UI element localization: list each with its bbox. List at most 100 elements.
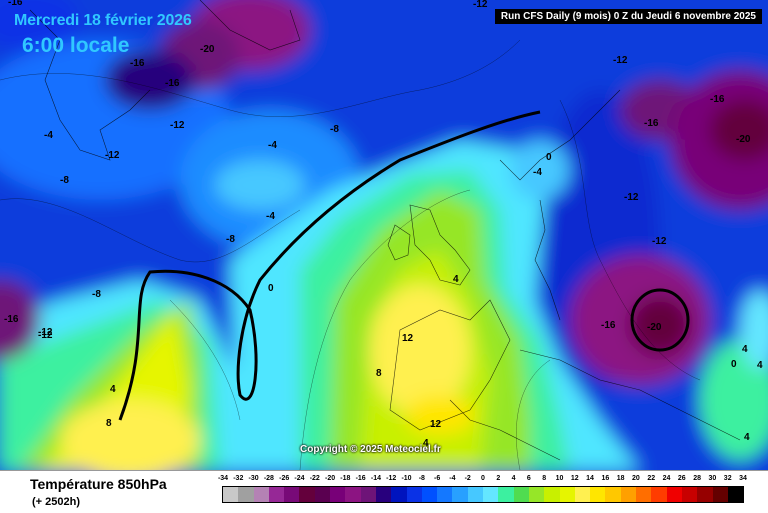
legend-tick-label: -8	[418, 475, 425, 482]
contour-label: 0	[268, 283, 274, 294]
color-legend: -34 -32 -30 -28 -26 -24 -22 -20 -18 -16 -14 -12 -10-…	[218, 475, 747, 503]
contour-label: -4	[266, 211, 275, 222]
contour-label: 12	[430, 419, 442, 430]
legend-swatch	[528, 487, 545, 502]
forecast-lead: (+ 2502h)	[32, 496, 80, 508]
contour-label: -4	[44, 130, 53, 141]
legend-swatch	[620, 487, 637, 502]
legend-tick-label: 32	[723, 475, 732, 482]
legend-swatch	[483, 487, 499, 502]
forecast-date: Mercredi 18 février 2026	[14, 12, 192, 29]
legend-swatch	[375, 487, 392, 502]
legend-swatch	[314, 487, 331, 502]
contour-label: -20	[647, 322, 662, 333]
legend-tick-label: 28	[693, 475, 701, 482]
legend-swatch	[360, 487, 376, 502]
contour-label: -12	[170, 120, 185, 131]
legend-tick-label: 8	[542, 475, 547, 482]
legend-swatch	[574, 487, 591, 502]
legend-swatch	[406, 487, 422, 502]
legend-swatch	[636, 487, 652, 502]
contour-label: 8	[106, 418, 112, 429]
legend-swatch	[727, 487, 744, 502]
contour-label: -20	[200, 44, 215, 55]
contour-label: -16	[8, 0, 23, 8]
contour-label: -8	[60, 175, 69, 186]
legend-tick-label: -26	[279, 475, 290, 482]
contour-label: -12	[613, 55, 628, 66]
legend-tick-label: -34	[217, 475, 229, 482]
legend-swatch	[712, 487, 728, 502]
legend-tick-label: -24	[294, 475, 305, 482]
legend-tick-label: 20	[632, 475, 640, 482]
contour-label: -12	[473, 0, 488, 10]
legend-swatch	[421, 487, 438, 502]
contour-label: -20	[736, 134, 751, 145]
legend-swatch	[590, 487, 606, 502]
legend-tick-label: -20	[324, 475, 336, 482]
legend-tick-label: 12	[570, 475, 579, 482]
contour-label: 4	[453, 274, 459, 285]
legend-tick-label: -6	[433, 475, 441, 482]
legend-tick-label: 18	[616, 475, 625, 482]
contour-label: 4	[742, 344, 748, 355]
map-canvas: -16 -20 -16 -16 -12 -12 -8 -4 -8 -4 -8 0 -8 -16 -12 4 8 1…	[0, 0, 768, 470]
contour-label: -4	[533, 167, 542, 178]
legend-tick-label: 26	[677, 475, 686, 482]
legend-tick-label: 14	[586, 475, 594, 482]
contour-label: -8	[330, 124, 339, 135]
legend-swatch	[605, 487, 621, 502]
contour-label: -8	[92, 289, 101, 300]
contour-label: -4	[268, 140, 277, 151]
parameter-title: Température 850hPa	[30, 476, 167, 492]
legend-tick-label: 22	[647, 475, 656, 482]
contour-label: -16	[165, 78, 180, 89]
legend-swatch	[513, 487, 529, 502]
legend-swatch	[498, 487, 514, 502]
legend-labels: -34 -32 -30 -28 -26 -24 -22 -20 -18 -16 -14 -12 -10-…	[218, 475, 747, 486]
legend-swatch	[452, 487, 468, 502]
legend-tick-label: -12	[386, 475, 397, 482]
coastlines	[29, 0, 741, 461]
contour-label: -8	[226, 234, 235, 245]
legend-tick-label: 16	[601, 475, 610, 482]
footer: Température 850hPa (+ 2502h) -34 -32 -30 -2…	[0, 470, 768, 513]
legend-swatch	[391, 487, 407, 502]
legend-tick-label: -14	[370, 475, 381, 482]
legend-tick-label: 6	[526, 475, 531, 482]
contour-label: 4	[110, 384, 116, 395]
legend-tick-label: -2	[464, 475, 471, 482]
legend-swatch	[559, 487, 575, 502]
legend-tick-label: 4	[511, 475, 516, 482]
legend-tick-label: -10	[401, 475, 412, 482]
legend-tick-label: 0	[481, 475, 485, 482]
contour-label: -16	[601, 320, 616, 331]
legend-swatch	[299, 487, 315, 502]
legend-swatch	[345, 487, 361, 502]
legend-tick-label: -16	[355, 475, 366, 482]
contour-label: 0	[731, 359, 737, 370]
legend-tick-label: 2	[496, 475, 501, 482]
zero-isotherm	[118, 110, 541, 421]
contour-label: 4	[423, 438, 429, 449]
temperature-map: -16 -20 -16 -16 -12 -12 -8 -4 -8 -4 -8 0 -8 -16 -12 4 8 1…	[0, 0, 768, 470]
contour-label: -12	[652, 236, 667, 247]
copyright: Copyright © 2025 Meteociel.fr	[300, 444, 441, 455]
legend-swatch	[253, 487, 269, 502]
legend-swatch	[666, 487, 682, 502]
legend-swatch	[467, 487, 484, 502]
contour-label: 12	[402, 333, 414, 344]
legend-bar	[222, 486, 744, 503]
legend-swatch	[544, 487, 560, 502]
contour-label: -12	[105, 150, 120, 161]
contour-label: -16	[644, 118, 659, 129]
contour-label: 4	[744, 432, 750, 443]
legend-tick-label: -4	[449, 475, 456, 482]
legend-swatch	[437, 487, 453, 502]
contour-labels: -16 -20 -16 -16 -12 -12 -8 -4 -8 -4 -8 0 -8 -16 -12 4 8 1…	[4, 0, 763, 449]
contour-label: -12	[38, 327, 53, 338]
contour-label: 0	[546, 152, 552, 163]
legend-swatch	[223, 487, 239, 502]
contour-label: -12	[624, 192, 639, 203]
legend-tick-label: -32	[233, 475, 244, 482]
